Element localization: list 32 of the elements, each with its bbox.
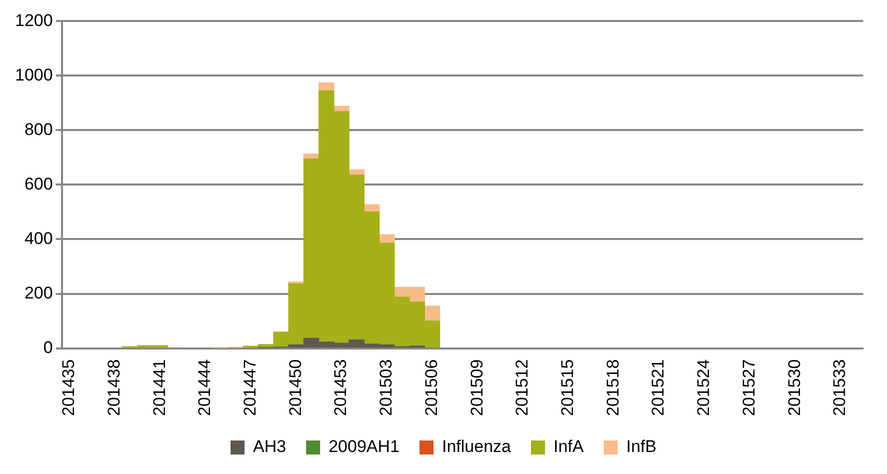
x-tick-label: 201447: [240, 359, 260, 416]
x-tick-label: 201530: [784, 359, 804, 416]
x-tick-label: 201441: [150, 359, 169, 416]
x-tick-label: 201527: [739, 359, 758, 416]
x-tick-label: 201533: [830, 359, 850, 416]
legend-label: InfB: [626, 437, 656, 456]
x-tick-label: 201503: [376, 359, 396, 416]
legend-label: 2009AH1: [328, 437, 400, 456]
y-tick-label: 400: [24, 228, 53, 248]
bar: [424, 306, 440, 322]
y-tick-label: 800: [24, 120, 53, 139]
x-tick-label: 201518: [603, 359, 622, 416]
y-tick-label: 1000: [14, 65, 53, 84]
x-tick-label: 201512: [512, 359, 532, 416]
y-tick-label: 200: [24, 283, 53, 302]
x-tick-label: 201521: [648, 359, 668, 416]
y-tick-label: 0: [43, 338, 53, 357]
x-tick-label: 201453: [331, 359, 350, 416]
y-tick-label: 600: [24, 174, 53, 194]
x-tick-label: 201450: [286, 359, 305, 416]
x-tick-label: 201515: [558, 359, 577, 416]
x-tick-label: 201506: [422, 359, 441, 416]
y-tick-label: 1200: [14, 10, 53, 30]
x-tick-label: 201435: [59, 359, 78, 416]
legend-label: Influenza: [442, 437, 512, 456]
x-tick-label: 201438: [104, 359, 124, 416]
legend-label: AH3: [253, 437, 286, 456]
bar: [318, 82, 334, 92]
x-tick-label: 201444: [195, 359, 214, 416]
x-tick-label: 201509: [467, 359, 486, 416]
legend-label: InfA: [553, 437, 584, 456]
x-tick-label: 201524: [694, 359, 714, 416]
